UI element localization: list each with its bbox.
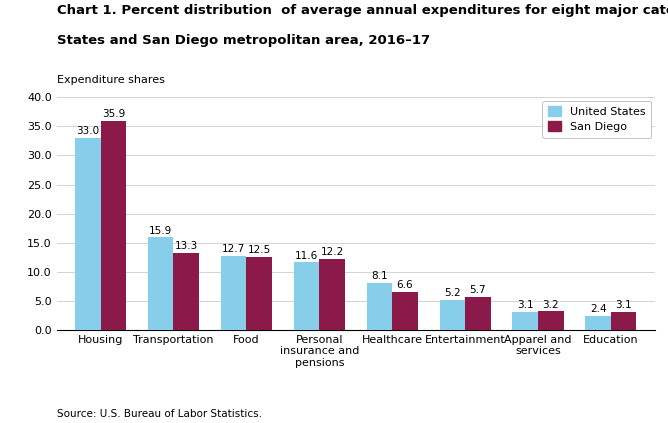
Text: Source: U.S. Bureau of Labor Statistics.: Source: U.S. Bureau of Labor Statistics.	[57, 409, 262, 419]
Bar	[367, 283, 392, 330]
Text: 5.7: 5.7	[470, 285, 486, 295]
Bar	[75, 138, 100, 330]
Bar	[440, 299, 465, 330]
Text: 35.9: 35.9	[102, 110, 125, 119]
Text: 3.2: 3.2	[542, 299, 559, 310]
Text: 12.5: 12.5	[247, 245, 271, 255]
Text: 12.2: 12.2	[321, 247, 343, 257]
Bar	[319, 259, 345, 330]
Bar	[611, 312, 637, 330]
Bar	[465, 297, 490, 330]
Text: 8.1: 8.1	[371, 271, 387, 281]
Text: 3.1: 3.1	[615, 300, 632, 310]
Bar	[221, 256, 246, 330]
Text: Chart 1. Percent distribution  of average annual expenditures for eight major ca: Chart 1. Percent distribution of average…	[57, 4, 668, 17]
Text: 33.0: 33.0	[76, 126, 100, 136]
Bar	[512, 312, 538, 330]
Text: 15.9: 15.9	[149, 226, 172, 236]
Text: 5.2: 5.2	[444, 288, 461, 298]
Bar	[100, 121, 126, 330]
Bar	[294, 262, 319, 330]
Legend: United States, San Diego: United States, San Diego	[542, 101, 651, 138]
Text: 12.7: 12.7	[222, 244, 245, 254]
Bar	[246, 257, 272, 330]
Text: Expenditure shares: Expenditure shares	[57, 74, 164, 85]
Bar	[538, 311, 564, 330]
Text: 2.4: 2.4	[590, 304, 607, 314]
Text: 11.6: 11.6	[295, 251, 318, 261]
Bar	[174, 253, 199, 330]
Bar	[392, 291, 418, 330]
Text: 13.3: 13.3	[174, 241, 198, 251]
Text: 6.6: 6.6	[397, 280, 413, 290]
Text: 3.1: 3.1	[517, 300, 534, 310]
Bar	[148, 237, 174, 330]
Bar	[585, 316, 611, 330]
Text: States and San Diego metropolitan area, 2016–17: States and San Diego metropolitan area, …	[57, 34, 430, 47]
